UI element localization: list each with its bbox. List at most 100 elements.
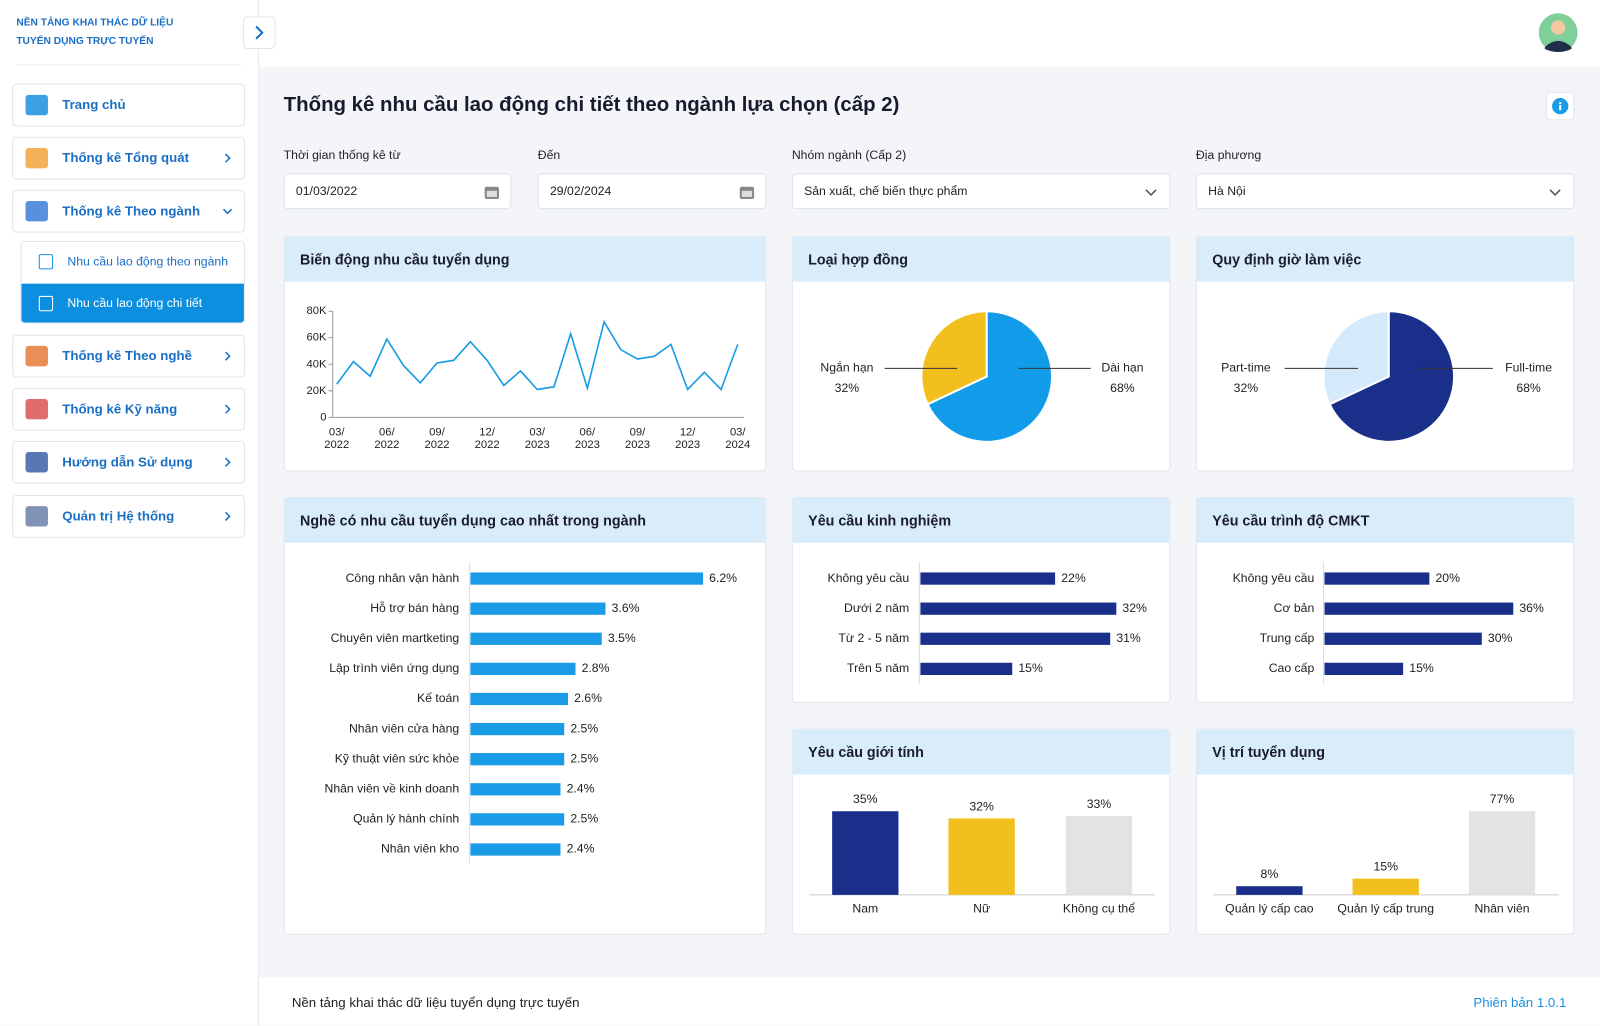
chart-title: Yêu cầu giới tính: [792, 729, 1170, 775]
chart: Công nhân vận hành 6.2% Hỗ trợ bán hàng 3.6…: [324, 562, 737, 864]
value-label: 30%: [1488, 631, 1513, 645]
bar: [920, 662, 1013, 675]
bar: [920, 602, 1117, 615]
bar: [470, 843, 561, 856]
menu-icon: [25, 398, 48, 420]
avatar[interactable]: [1538, 12, 1579, 53]
chart: Part-time 32% Full-time 68%: [1221, 310, 1552, 443]
filter-label: Đến: [537, 147, 561, 163]
y-tick-label: 0: [320, 411, 326, 423]
chart: Không yêu cầu 22% Dưới 2 năm 32% Từ 2 - 5 nă…: [828, 562, 1147, 684]
chart-card: Biến động nhu cầu tuyển dụng 0 20K 40K 60K 80…: [283, 235, 767, 472]
value-label: 3.5%: [608, 631, 636, 645]
y-tick-label: 20K: [307, 385, 327, 397]
value-label: 20%: [1435, 571, 1460, 585]
menu-item[interactable]: Thống kê Kỹ năng: [12, 387, 245, 431]
bar: [920, 632, 1111, 645]
footer-text: Nền tảng khai thác dữ liệu tuyển dụng tr…: [291, 994, 580, 1011]
value-label: 35%: [853, 792, 878, 806]
value-label: 2.5%: [570, 812, 598, 826]
chart-title: Yêu cầu trình độ CMKT: [1196, 497, 1574, 543]
bar: [470, 572, 704, 585]
bar: [470, 632, 602, 645]
slice-label: Ngắn hạn: [820, 360, 873, 375]
filter-input[interactable]: 29/02/2024: [537, 173, 767, 210]
bar: [1324, 602, 1514, 615]
slice-value: 68%: [1110, 381, 1135, 395]
bar: [470, 783, 561, 796]
category-label: Trên 5 năm: [847, 661, 909, 675]
bar: [1236, 886, 1303, 895]
chart-title: Loại hợp đồng: [792, 236, 1170, 282]
menu-label: Trang chủ: [62, 96, 126, 113]
bar: [470, 753, 565, 766]
brand-line: NỀN TẢNG KHAI THÁC DỮ LIỆU: [16, 17, 174, 29]
filter-value: 29/02/2024: [549, 183, 612, 198]
collapse-button[interactable]: [242, 16, 276, 49]
slice-label: Dài hạn: [1101, 361, 1143, 375]
calendar-icon: [739, 186, 755, 199]
menu-item[interactable]: Trang chủ: [12, 83, 245, 127]
calendar-icon: [484, 186, 499, 199]
slice-label: Full-time: [1505, 361, 1552, 375]
filter-input[interactable]: Hà Nội: [1195, 173, 1575, 210]
category-label: Từ 2 - 5 năm: [838, 631, 909, 645]
value-label: 32%: [969, 799, 994, 813]
category-label: Nhân viên kho: [381, 842, 459, 856]
bar: [470, 722, 565, 736]
x-tick-label: 06/ 2023: [574, 426, 600, 452]
chart: 35% Nam 32% Nữ 33% Không cụ thể: [809, 792, 1156, 915]
menu-item[interactable]: Quản trị Hệ thống: [12, 494, 245, 538]
bar: [1468, 811, 1536, 895]
info-button[interactable]: [1545, 91, 1575, 121]
brand-line: TUYỂN DỤNG TRỰC TUYẾN: [16, 35, 154, 47]
value-label: 15%: [1018, 661, 1043, 675]
category-label: Nhân viên: [1474, 901, 1529, 915]
filter-label: Thời gian thống kê từ: [283, 147, 401, 163]
menu-item[interactable]: Thống kê Theo nghề: [12, 334, 245, 378]
category-label: Quản lý cấp trung: [1337, 901, 1434, 915]
chart-title: Quy định giờ làm việc: [1196, 236, 1574, 282]
pie-slice: [920, 310, 988, 406]
filter-input[interactable]: 01/03/2022: [283, 173, 512, 210]
value-label: 36%: [1519, 601, 1544, 615]
slice-label: Part-time: [1221, 361, 1271, 375]
menu-item[interactable]: Hướng dẫn Sử dụng: [12, 440, 245, 484]
menu-icon: [25, 147, 48, 169]
menu-label: Thống kê Theo ngành: [62, 203, 201, 219]
x-tick-label: 06/ 2022: [374, 426, 400, 452]
category-label: Nữ: [973, 901, 990, 915]
menu-item[interactable]: Thống kê Tổng quát: [12, 136, 245, 180]
value-label: 2.8%: [582, 661, 610, 675]
calendar-top: [486, 190, 497, 197]
filter-value: Hà Nội: [1208, 183, 1246, 198]
bar: [470, 813, 565, 826]
chevron: [224, 351, 231, 361]
bar: [470, 662, 576, 675]
filter-input[interactable]: Sản xuất, chế biến thực phẩm: [791, 173, 1171, 210]
filter-value: Sản xuất, chế biến thực phẩm: [804, 183, 968, 198]
chevron: [224, 511, 231, 521]
value-label: 2.5%: [570, 721, 598, 735]
menu-item[interactable]: Thống kê Theo ngành: [12, 189, 245, 233]
slice-value: 32%: [1234, 381, 1259, 395]
chevron: [224, 404, 231, 414]
value-label: 2.5%: [570, 751, 598, 765]
chart: Không yêu cầu 20% Cơ bản 36% Trung cấp 30% Cao…: [1233, 562, 1544, 684]
category-label: Kỹ thuật viên sức khỏe: [335, 751, 460, 765]
category-label: Không yêu cầu: [828, 571, 910, 585]
chart-title: Nghề có nhu cầu tuyển dụng cao nhất tron…: [284, 497, 766, 543]
category-label: Chuyên viên martketing: [331, 631, 460, 645]
y-tick-label: 80K: [307, 305, 327, 317]
chevron: [224, 457, 231, 467]
pie-slice: [1328, 310, 1456, 443]
submenu-item[interactable]: Nhu cầu lao động chi tiết: [21, 283, 244, 323]
chart-title: Vị trí tuyển dụng: [1196, 729, 1574, 775]
menu-label: Quản trị Hệ thống: [62, 508, 175, 524]
value-label: 77%: [1490, 792, 1515, 806]
version: Phiên bản 1.0.1: [1473, 994, 1567, 1011]
submenu-item[interactable]: Nhu cầu lao động theo ngành: [21, 241, 244, 282]
category-label: Nam: [852, 901, 878, 915]
footer: [259, 977, 1600, 1026]
